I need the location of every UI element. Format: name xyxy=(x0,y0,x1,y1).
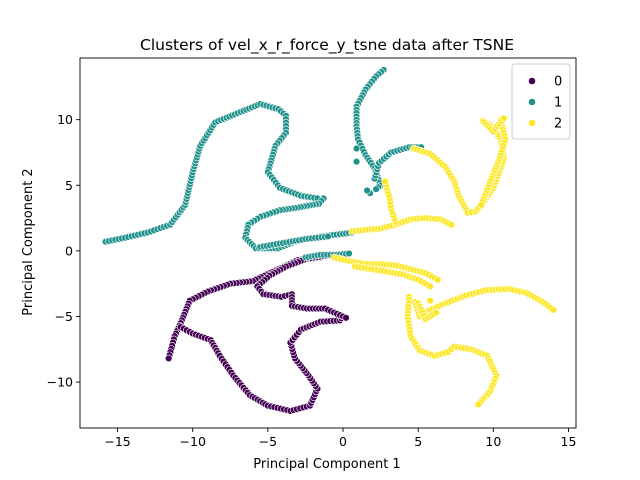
chart-title: Clusters of vel_x_r_force_y_tsne data af… xyxy=(140,36,514,55)
series-1-point xyxy=(324,232,332,241)
x-tick-label: 10 xyxy=(485,434,501,449)
series-1-point xyxy=(352,144,361,153)
legend-marker-1 xyxy=(528,98,536,106)
series-2-point xyxy=(477,201,486,209)
x-tick-label: 15 xyxy=(561,434,577,449)
x-tick-label: 0 xyxy=(339,434,347,449)
legend: 0 1 2 xyxy=(511,63,571,140)
series-2-point xyxy=(434,276,442,284)
series-1-point xyxy=(345,249,353,258)
x-tick-label: −10 xyxy=(180,434,206,449)
legend-label-2: 2 xyxy=(554,117,562,132)
legend-box xyxy=(511,63,571,140)
series-2-point xyxy=(381,177,389,186)
y-tick-label: 10 xyxy=(57,112,73,127)
series-1-point xyxy=(372,185,380,193)
series-2-point xyxy=(500,114,508,123)
x-tick-label: −5 xyxy=(259,434,277,449)
plot-frame xyxy=(79,57,577,429)
x-tick-label: 5 xyxy=(414,434,422,449)
series-1-point xyxy=(352,157,361,166)
series-2-point xyxy=(447,220,455,229)
y-tick-label: −10 xyxy=(47,375,73,390)
series-2-point xyxy=(549,306,558,314)
y-tick-label: 0 xyxy=(65,243,73,258)
series-0-points xyxy=(164,251,350,415)
legend-label-0: 0 xyxy=(554,75,562,90)
series-2-points xyxy=(330,114,558,409)
series-2-point xyxy=(426,297,434,305)
series-2-point xyxy=(474,400,482,409)
y-tick-label: 5 xyxy=(65,178,73,193)
legend-marker-0 xyxy=(528,77,536,85)
series-0-point xyxy=(164,354,173,363)
series-0-point xyxy=(342,314,350,322)
series-2-point xyxy=(432,308,440,317)
y-axis-title: Principal Component 2 xyxy=(21,168,36,315)
data-points xyxy=(101,66,558,415)
series-2-point xyxy=(426,282,434,290)
series-1-point xyxy=(363,186,371,195)
x-tick-label: −15 xyxy=(104,434,130,449)
x-axis-title: Principal Component 1 xyxy=(253,457,400,472)
legend-marker-2 xyxy=(528,119,536,127)
legend-label-1: 1 xyxy=(554,96,562,111)
y-tick-label: −5 xyxy=(55,309,73,324)
